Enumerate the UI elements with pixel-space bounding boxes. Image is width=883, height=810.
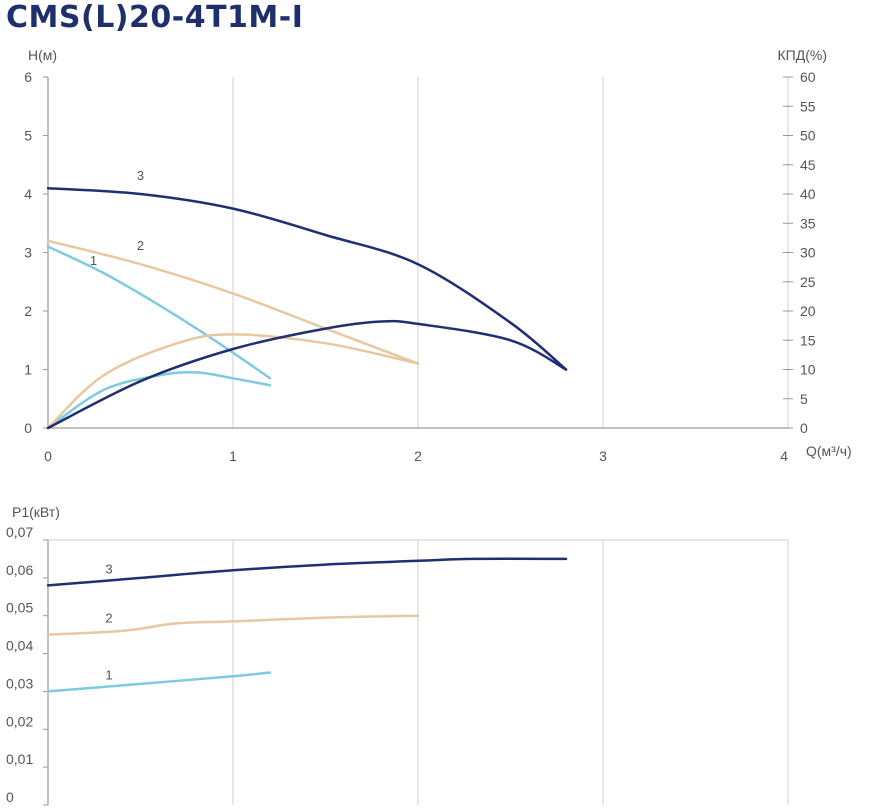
- x-tick-label: 0: [44, 448, 52, 464]
- y-tick-label: 2: [24, 303, 32, 319]
- y-tick-label: 1: [24, 362, 32, 378]
- y-tick-label: 0: [24, 420, 32, 436]
- y2-tick-label: 50: [800, 128, 816, 144]
- power-curve-curve3: [46, 557, 568, 587]
- y-tick-label: 0,07: [6, 524, 33, 540]
- head-efficiency-chart: 0 1 2 3 40123456051015202530354045505560H(м)…: [24, 47, 851, 464]
- curve-label: 2: [137, 238, 144, 253]
- y-tick-label: 0,03: [6, 675, 33, 691]
- y2-tick-label: 35: [800, 215, 816, 231]
- power-curve-curve2: [46, 614, 420, 636]
- power-curve-curve1: [46, 671, 272, 693]
- x-tick-label: 4: [780, 448, 788, 464]
- y-tick-label: 0,04: [6, 638, 33, 654]
- head-curve-curve2: [46, 239, 420, 365]
- curve-label: 3: [137, 168, 144, 183]
- y2-tick-label: 45: [800, 157, 816, 173]
- y2-tick-label: 40: [800, 186, 816, 202]
- y-axis-label: P1(кВт): [12, 504, 60, 520]
- y-tick-label: 0: [6, 789, 14, 805]
- head-curve-curve3: [46, 186, 568, 371]
- y2-tick-label: 25: [800, 274, 816, 290]
- x-tick-label: 3: [599, 448, 607, 464]
- y2-tick-label: 60: [800, 69, 816, 85]
- curve-label: 2: [105, 611, 112, 626]
- y-tick-label: 5: [24, 128, 32, 144]
- y2-tick-label: 30: [800, 245, 816, 261]
- y2-tick-label: 20: [800, 303, 816, 319]
- y-tick-label: 0,02: [6, 713, 33, 729]
- y2-tick-label: 0: [800, 420, 808, 436]
- y-tick-label: 6: [24, 69, 32, 85]
- y2-tick-label: 15: [800, 332, 816, 348]
- y-axis-label: H(м): [28, 47, 57, 63]
- y-tick-label: 0,01: [6, 751, 33, 767]
- head-curve-curve1: [46, 245, 272, 380]
- y-tick-label: 0,06: [6, 562, 33, 578]
- y-tick-label: 0,05: [6, 600, 33, 616]
- y2-tick-label: 55: [800, 98, 816, 114]
- curve-label: 1: [90, 253, 97, 268]
- curve-label: 1: [105, 667, 112, 682]
- efficiency-curve-curve1: [46, 370, 272, 430]
- power-chart: 0 0,01 0,02 0,03 0,04 0,05 0,06 0,07 P1(кВт) 1 2 3: [6, 504, 789, 806]
- curve-label: 3: [105, 561, 112, 576]
- y-tick-label: 3: [24, 245, 32, 261]
- y2-tick-label: 5: [800, 391, 808, 407]
- efficiency-curve-curve3: [46, 319, 568, 430]
- efficiency-curve-curve2: [46, 333, 420, 430]
- x-tick-label: 1: [229, 448, 237, 464]
- y-tick-label: 4: [24, 186, 32, 202]
- x-tick-label: 2: [414, 448, 422, 464]
- x-axis-label: Q(м³/ч): [806, 443, 852, 459]
- chart-title: CMS(L)20-4T1M-I: [6, 0, 304, 35]
- y2-axis-label: КПД(%): [778, 47, 827, 63]
- y2-tick-label: 10: [800, 362, 816, 378]
